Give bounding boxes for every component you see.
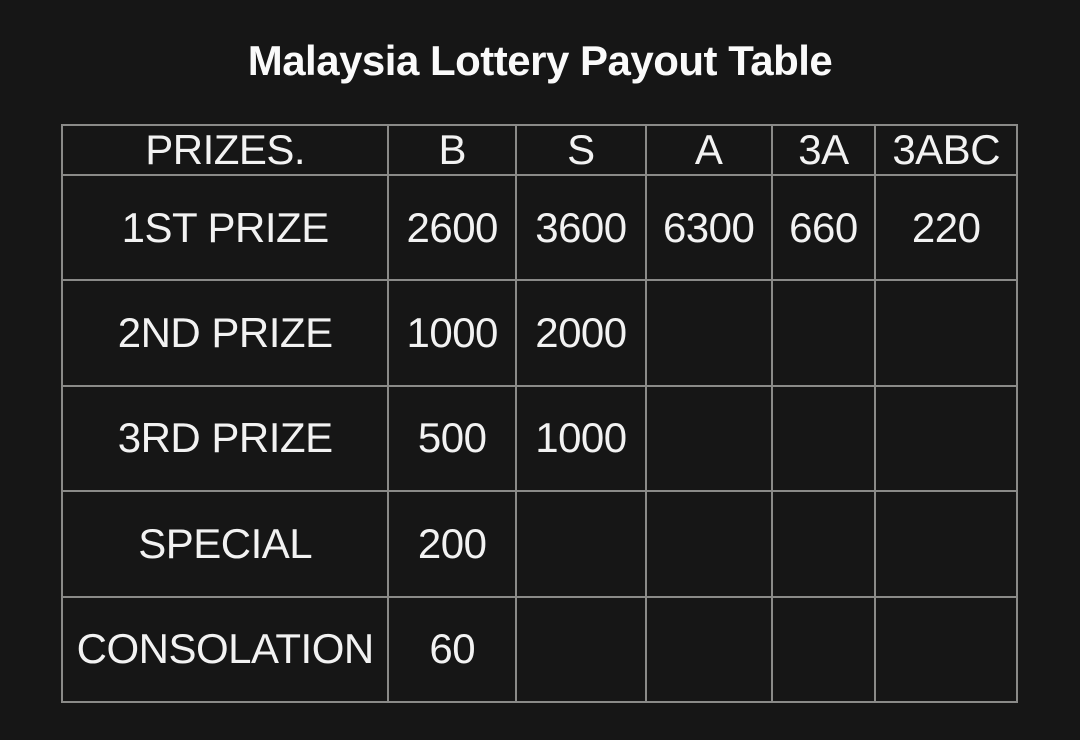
payout-value-cell: 3600 bbox=[515, 173, 647, 282]
payout-value-cell bbox=[770, 490, 877, 598]
payout-value-cell bbox=[874, 384, 1018, 493]
payout-value-cell bbox=[874, 490, 1018, 598]
prize-category-cell: 3RD PRIZE bbox=[60, 384, 390, 493]
table-row-2nd-prize: 2ND PRIZE 1000 2000 bbox=[60, 279, 1018, 387]
table-row-consolation: CONSOLATION 60 bbox=[60, 595, 1018, 704]
column-header-prizes: PRIZES. bbox=[60, 124, 390, 176]
payout-value-cell bbox=[515, 595, 647, 704]
column-header-3a: 3A bbox=[770, 124, 877, 176]
payout-value-cell: 1000 bbox=[515, 384, 647, 493]
payout-value-cell bbox=[770, 384, 877, 493]
column-header-a: A bbox=[644, 124, 773, 176]
table-row-3rd-prize: 3RD PRIZE 500 1000 bbox=[60, 384, 1018, 493]
payout-value-cell bbox=[874, 279, 1018, 387]
payout-value-cell: 220 bbox=[874, 173, 1018, 282]
payout-value-cell: 60 bbox=[387, 595, 518, 704]
prize-category-cell: 2ND PRIZE bbox=[60, 279, 390, 387]
column-header-3abc: 3ABC bbox=[874, 124, 1018, 176]
payout-value-cell: 1000 bbox=[387, 279, 518, 387]
payout-value-cell bbox=[644, 595, 773, 704]
page-title: Malaysia Lottery Payout Table bbox=[247, 37, 833, 84]
payout-value-cell: 6300 bbox=[644, 173, 773, 282]
payout-value-cell bbox=[770, 279, 877, 387]
payout-value-cell: 500 bbox=[387, 384, 518, 493]
payout-value-cell bbox=[515, 490, 647, 598]
payout-value-cell: 2000 bbox=[515, 279, 647, 387]
column-header-s: S bbox=[515, 124, 647, 176]
payout-value-cell: 660 bbox=[770, 173, 877, 282]
payout-value-cell: 200 bbox=[387, 490, 518, 598]
payout-value-cell bbox=[644, 490, 773, 598]
table-row-special: SPECIAL 200 bbox=[60, 490, 1018, 598]
payout-value-cell bbox=[770, 595, 877, 704]
prize-category-cell: 1ST PRIZE bbox=[60, 173, 390, 282]
payout-table: PRIZES. B S A 3A 3ABC 1ST PRIZE 2600 360… bbox=[60, 124, 1018, 704]
payout-value-cell bbox=[874, 595, 1018, 704]
payout-value-cell bbox=[644, 384, 773, 493]
table-row-1st-prize: 1ST PRIZE 2600 3600 6300 660 220 bbox=[60, 173, 1018, 282]
column-header-b: B bbox=[387, 124, 518, 176]
prize-category-cell: CONSOLATION bbox=[60, 595, 390, 704]
prize-category-cell: SPECIAL bbox=[60, 490, 390, 598]
header-row: PRIZES. B S A 3A 3ABC bbox=[60, 124, 1018, 176]
payout-value-cell bbox=[644, 279, 773, 387]
payout-value-cell: 2600 bbox=[387, 173, 518, 282]
